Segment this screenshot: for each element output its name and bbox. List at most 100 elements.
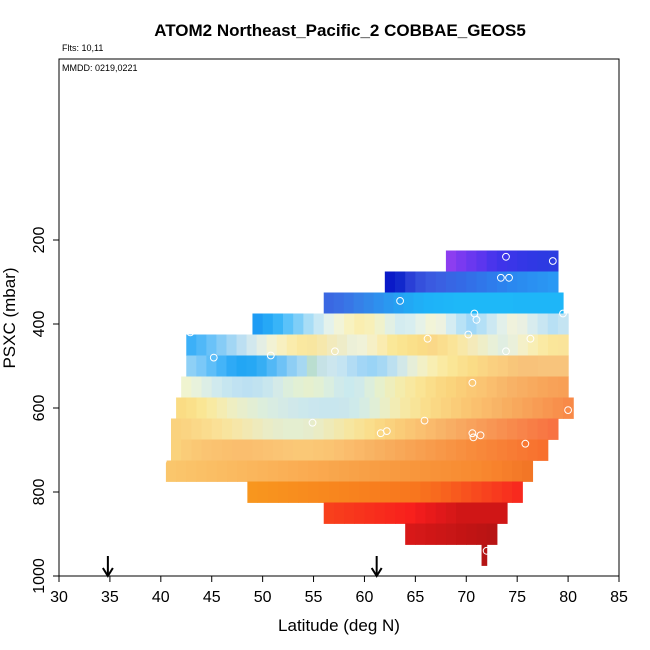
heatmap-cell: [425, 418, 437, 440]
heatmap-cell: [196, 355, 207, 377]
heatmap-cell: [267, 460, 279, 482]
heatmap-cell: [486, 376, 498, 398]
heatmap-cell: [537, 418, 549, 440]
heatmap-cell: [425, 502, 437, 524]
heatmap-cell: [384, 376, 396, 398]
observation-point: [423, 334, 432, 343]
heatmap-cell: [517, 376, 528, 398]
heatmap-cell: [176, 397, 187, 419]
heatmap-cell: [440, 460, 452, 482]
heatmap-cell: [181, 439, 192, 461]
heatmap-cell: [493, 292, 504, 314]
heatmap-cell: [395, 418, 406, 440]
heatmap-cell: [363, 292, 375, 314]
heatmap-cell: [283, 439, 294, 461]
heatmap-cell: [435, 418, 447, 440]
heatmap-cell: [466, 523, 478, 545]
heatmap-cell: [456, 523, 467, 545]
heatmap-cell: [196, 334, 207, 356]
heatmap-cell: [349, 481, 360, 503]
heatmap-cell: [557, 313, 569, 335]
heatmap-cell: [447, 355, 459, 377]
heatmap-cell: [415, 376, 427, 398]
x-tick-label: 60: [356, 589, 374, 606]
heatmap-cell: [403, 292, 415, 314]
heatmap-cell: [461, 397, 472, 419]
observation-point: [482, 546, 491, 555]
heatmap-cell: [445, 271, 457, 293]
heatmap-cell: [547, 334, 559, 356]
heatmap-cell: [517, 334, 529, 356]
observation-point: [308, 418, 317, 427]
heatmap-cell: [216, 355, 228, 377]
heatmap-cell: [344, 418, 355, 440]
heatmap-cell: [323, 418, 335, 440]
heatmap-cell: [354, 418, 366, 440]
x-tick-label: 80: [559, 589, 577, 606]
heatmap-cell: [339, 397, 350, 419]
heatmap-cell: [425, 271, 437, 293]
heatmap-cell: [384, 502, 396, 524]
heatmap-cell: [393, 292, 405, 314]
heatmap-cell: [339, 481, 350, 503]
heatmap-cell: [384, 439, 396, 461]
heatmap-cell: [437, 334, 449, 356]
heatmap-band: [171, 439, 549, 461]
heatmap-cell: [379, 397, 391, 419]
heatmap-cell: [201, 376, 213, 398]
heatmap-cell: [374, 313, 386, 335]
heatmap-cell: [496, 502, 508, 524]
observation-point: [476, 431, 485, 440]
heatmap-cell: [507, 334, 519, 356]
heatmap-cell: [262, 439, 274, 461]
observation-point: [420, 416, 429, 425]
heatmap-cell: [427, 334, 439, 356]
heatmap-cell: [507, 355, 519, 377]
heatmap-cell: [527, 313, 539, 335]
heatmap-cell: [420, 397, 432, 419]
heatmap-cell: [171, 418, 182, 440]
x-axis-label: Latitude (deg N): [278, 616, 400, 635]
heatmap-cell: [232, 376, 243, 398]
heatmap-cell: [420, 460, 432, 482]
y-axis-label: PSXC (mbar): [0, 267, 19, 368]
heatmap-cell: [196, 460, 208, 482]
heatmap-cell: [496, 418, 508, 440]
heatmap-cell: [201, 418, 213, 440]
heatmap-cell: [486, 313, 498, 335]
heatmap-cell: [471, 460, 483, 482]
heatmap-cell: [384, 271, 396, 293]
heatmap-cell: [308, 397, 320, 419]
heatmap-cell: [496, 313, 508, 335]
heatmap-cell: [453, 292, 464, 314]
heatmap-cell: [430, 481, 442, 503]
heatmap-cell: [216, 397, 228, 419]
heatmap-cell: [415, 418, 427, 440]
heatmap-cell: [486, 502, 498, 524]
heatmap-cell: [364, 418, 376, 440]
heatmap-cell: [532, 397, 544, 419]
x-tick-label: 85: [610, 589, 628, 606]
heatmap-cell: [430, 460, 442, 482]
heatmap-cell: [507, 271, 518, 293]
heatmap-cell: [440, 481, 452, 503]
heatmap-cell: [196, 397, 208, 419]
x-tick-label: 65: [406, 589, 424, 606]
heatmap-cell: [507, 250, 518, 272]
heatmap-cell: [563, 397, 574, 419]
heatmap-cell: [323, 502, 335, 524]
heatmap-cell: [186, 355, 197, 377]
observation-point: [468, 429, 477, 438]
heatmap-cell: [491, 460, 503, 482]
heatmap-cell: [277, 481, 289, 503]
heatmap-cell: [427, 355, 439, 377]
heatmap-cell: [236, 334, 248, 356]
heatmap-cell: [405, 523, 416, 545]
heatmap-cell: [537, 334, 549, 356]
heatmap-cell: [221, 376, 233, 398]
heatmap-cell: [344, 502, 355, 524]
heatmap-cell: [316, 334, 328, 356]
heatmap-cell: [410, 397, 422, 419]
heatmap-cell: [293, 439, 304, 461]
heatmap-cell: [487, 355, 499, 377]
